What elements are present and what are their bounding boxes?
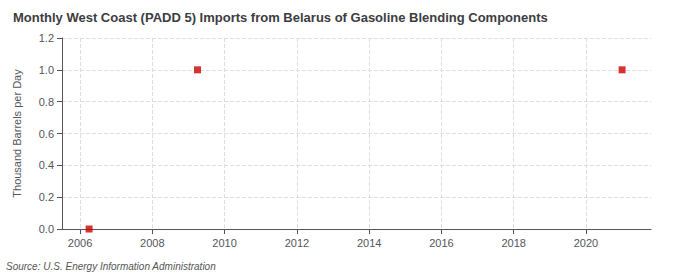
svg-text:2018: 2018 [501,237,525,249]
svg-text:0.4: 0.4 [39,159,54,171]
svg-text:1.2: 1.2 [39,32,54,44]
svg-text:2016: 2016 [429,237,453,249]
svg-text:Thousand Barrels per Day: Thousand Barrels per Day [11,69,23,198]
svg-text:0.8: 0.8 [39,96,54,108]
svg-text:2006: 2006 [68,237,92,249]
svg-text:0.6: 0.6 [39,128,54,140]
svg-text:0.0: 0.0 [39,223,54,235]
svg-text:2014: 2014 [357,237,381,249]
svg-text:2010: 2010 [212,237,236,249]
svg-text:1.0: 1.0 [39,64,54,76]
svg-text:Monthly West Coast (PADD 5) Im: Monthly West Coast (PADD 5) Imports from… [13,10,548,25]
svg-text:Source: U.S. Energy Informatio: Source: U.S. Energy Information Administ… [6,261,216,272]
svg-text:2012: 2012 [285,237,309,249]
svg-text:0.2: 0.2 [39,191,54,203]
svg-text:2020: 2020 [574,237,598,249]
svg-text:2008: 2008 [140,237,164,249]
